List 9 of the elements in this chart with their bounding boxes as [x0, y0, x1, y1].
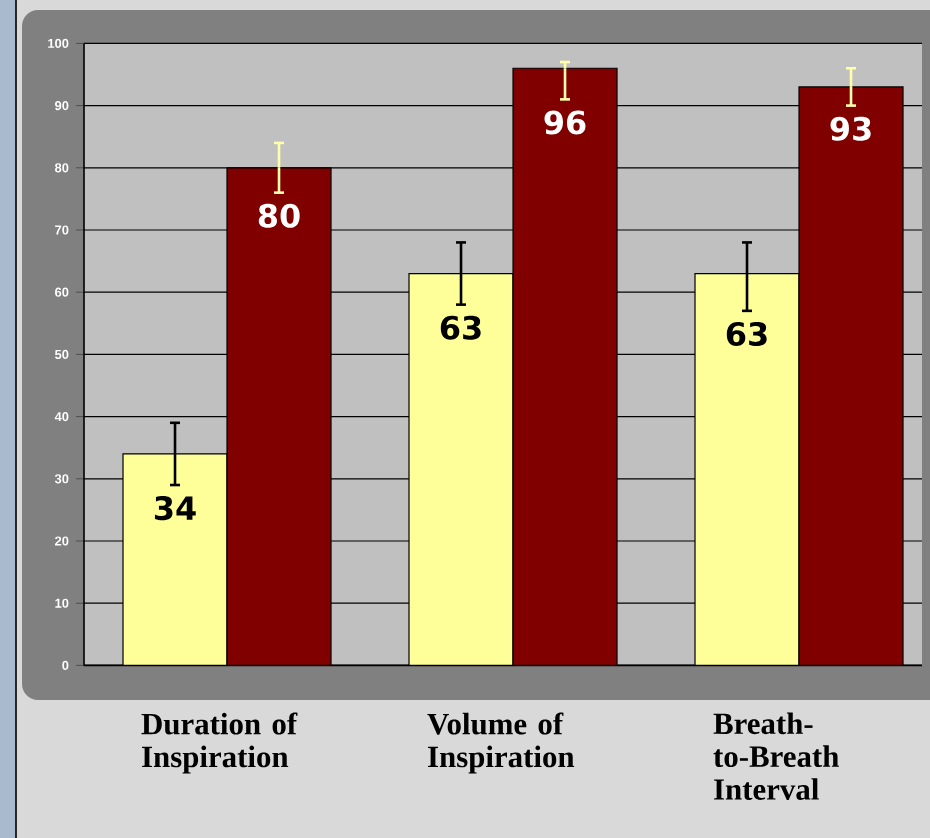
data-label: 63 [440, 315, 481, 340]
x-tick-label: Duration of Inspiration [141, 712, 298, 774]
x-tick-label: Breath-to-Breath Interval [713, 712, 839, 800]
x-tick-label: Volume of Inspiration [427, 712, 575, 774]
data-label: 96 [544, 110, 586, 135]
data-label: 80 [258, 203, 300, 228]
data-label: 63 [726, 321, 767, 346]
data-label: 34 [154, 496, 196, 521]
data-label: 93 [830, 116, 871, 141]
